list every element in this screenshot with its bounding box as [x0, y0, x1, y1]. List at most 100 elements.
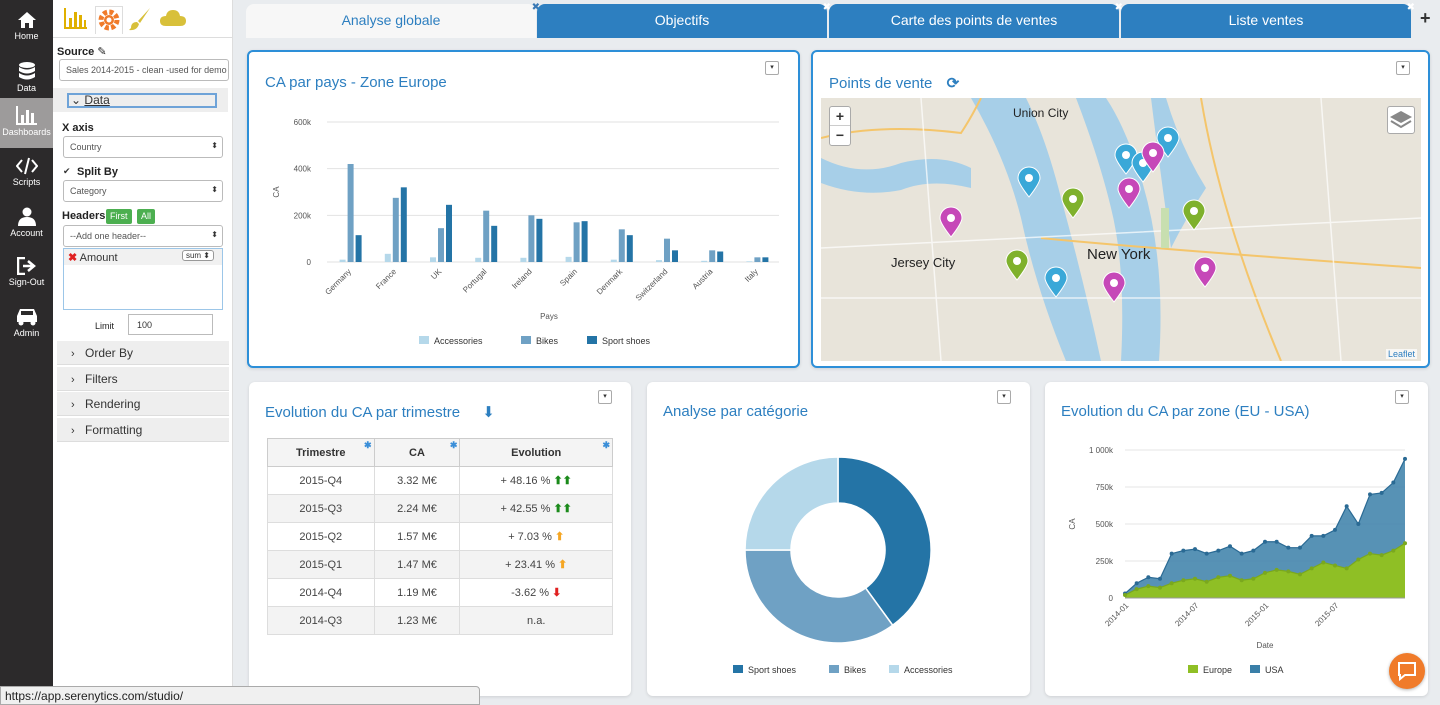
data-point: [1251, 548, 1256, 553]
widget-menu-button[interactable]: ▾: [598, 390, 612, 404]
order-by-section[interactable]: › Order By: [57, 341, 229, 365]
nav-dashboards[interactable]: Dashboards: [0, 98, 53, 148]
marker-glyph-icon: [1164, 134, 1172, 142]
chat-icon: [1398, 662, 1416, 682]
donut-slice: [744, 456, 839, 551]
widget-menu-button[interactable]: ▾: [765, 61, 779, 75]
cloud-tab[interactable]: [159, 6, 187, 34]
gear-icon[interactable]: ✱: [602, 440, 610, 450]
map-marker[interactable]: [1102, 271, 1126, 303]
headers-list[interactable]: ✖ Amount sum ⬍: [63, 248, 223, 310]
layers-icon[interactable]: [1387, 106, 1415, 134]
map-marker[interactable]: [939, 206, 963, 238]
close-icon[interactable]: ✖: [1406, 2, 1415, 13]
card-title: Analyse par catégorie: [663, 403, 809, 420]
map-marker[interactable]: [1061, 187, 1085, 219]
card-evolution-trimestre[interactable]: Evolution du CA par trimestre ⬇ ▾ Trimes…: [249, 382, 631, 696]
download-icon[interactable]: ⬇: [482, 404, 495, 421]
map-marker[interactable]: [1193, 256, 1217, 288]
arrow-down-icon: ⬇: [549, 587, 562, 599]
bar: [475, 257, 482, 262]
card-ca-pays[interactable]: CA par pays - Zone Europe ▾ 0 200k 400k 600…: [247, 50, 800, 368]
style-tab[interactable]: [127, 6, 155, 34]
map-marker[interactable]: [1017, 166, 1041, 198]
data-point: [1158, 585, 1162, 590]
column-header[interactable]: CA ✱: [373, 438, 461, 467]
close-icon[interactable]: ✖: [822, 2, 831, 13]
table-cell: 1.47 M€: [373, 550, 461, 579]
close-icon[interactable]: ✖: [1114, 2, 1123, 13]
refresh-icon[interactable]: ⟳: [946, 75, 960, 92]
tab-analyse-globale[interactable]: Analyse globale ✖: [246, 3, 540, 38]
card-title: Evolution du CA par trimestre ⬇: [265, 404, 495, 421]
nav-data[interactable]: Data: [0, 54, 53, 102]
nav-admin[interactable]: Admin: [0, 299, 53, 347]
map-marker[interactable]: [1044, 266, 1068, 298]
map-attribution[interactable]: Leaflet: [1385, 349, 1417, 359]
close-icon[interactable]: ✖: [531, 2, 540, 13]
column-header[interactable]: Trimestre ✱: [267, 438, 375, 467]
gear-icon[interactable]: ✱: [449, 440, 458, 450]
card-points-vente[interactable]: Points de vente ⟳ ▾ + − Union City Jerse…: [811, 50, 1430, 368]
header-item[interactable]: ✖ Amount sum ⬍: [64, 249, 222, 265]
map-marker[interactable]: [1141, 141, 1165, 173]
add-tab-button[interactable]: +: [1420, 8, 1431, 28]
nav-home[interactable]: Home: [0, 4, 53, 52]
nav-scripts[interactable]: Scripts: [0, 150, 53, 198]
source-select[interactable]: Sales 2014-2015 - clean -used for demo: [59, 59, 229, 81]
map[interactable]: + − Union City Jersey City New York Leaf…: [821, 98, 1421, 361]
marker-pin-icon: [1193, 256, 1217, 288]
card-analyse-categorie[interactable]: Analyse par catégorie ▾ Sport shoes Bikes…: [647, 382, 1030, 696]
bar: [400, 187, 407, 262]
marker-pin-icon: [1061, 187, 1085, 219]
splitby-select[interactable]: Category ⬍: [63, 180, 223, 202]
nav-account[interactable]: Account: [0, 200, 53, 248]
chevron-right-icon: ›: [71, 425, 75, 437]
data-point: [1193, 547, 1197, 552]
bar: [392, 197, 399, 262]
splitby-checkbox[interactable]: ✔: [63, 166, 71, 176]
all-button[interactable]: All: [137, 209, 156, 224]
headers-label: Headers: [62, 210, 106, 222]
settings-tab[interactable]: [95, 6, 123, 34]
tab-objectifs[interactable]: Objectifs ✖: [537, 3, 831, 38]
widget-menu-button[interactable]: ▾: [1396, 61, 1410, 75]
nav-sign-out[interactable]: Sign-Out: [0, 250, 53, 298]
data-section-header[interactable]: ⌄ Data: [53, 88, 228, 112]
data-point: [1403, 456, 1407, 461]
xaxis-select[interactable]: Country ⬍: [63, 136, 223, 158]
remove-icon[interactable]: ✖: [68, 252, 78, 264]
gear-icon[interactable]: ✱: [363, 440, 372, 450]
map-marker[interactable]: [1114, 143, 1138, 175]
map-markers: [939, 126, 1217, 303]
bar-chart-icon: [15, 106, 37, 125]
splitby-label: Split By: [77, 166, 118, 178]
zoom-in-button[interactable]: +: [830, 107, 850, 126]
table-cell: 2014-Q3: [267, 606, 375, 635]
filters-section[interactable]: › Filters: [57, 367, 229, 391]
data-tab[interactable]: [63, 6, 91, 34]
bar: [384, 253, 391, 262]
zoom-out-button[interactable]: −: [835, 127, 845, 143]
first-button[interactable]: First: [106, 209, 132, 224]
tab-carte[interactable]: Carte des points de ventes ✖: [829, 3, 1123, 38]
limit-input[interactable]: 100: [128, 314, 213, 335]
x-tick-label: 2015-07: [1313, 601, 1341, 629]
add-header-select[interactable]: --Add one header-- ⬍: [63, 225, 223, 247]
widget-menu-button[interactable]: ▾: [997, 390, 1011, 404]
map-marker[interactable]: [1005, 249, 1029, 281]
map-marker[interactable]: [1117, 177, 1141, 209]
data-point: [1368, 551, 1372, 556]
map-marker[interactable]: [1182, 199, 1206, 231]
widget-menu-button[interactable]: ▾: [1395, 390, 1409, 404]
rendering-section[interactable]: › Rendering: [57, 392, 229, 416]
data-section-focus[interactable]: ⌄ Data: [67, 93, 217, 108]
bar: [709, 250, 716, 262]
formatting-section[interactable]: › Formatting: [57, 418, 229, 442]
tab-liste-ventes[interactable]: Liste ventes ✖: [1121, 3, 1415, 38]
car-icon: [16, 309, 37, 326]
column-header[interactable]: Evolution ✱: [459, 438, 613, 467]
chat-button[interactable]: [1389, 653, 1425, 689]
agg-select[interactable]: sum ⬍: [181, 250, 214, 261]
